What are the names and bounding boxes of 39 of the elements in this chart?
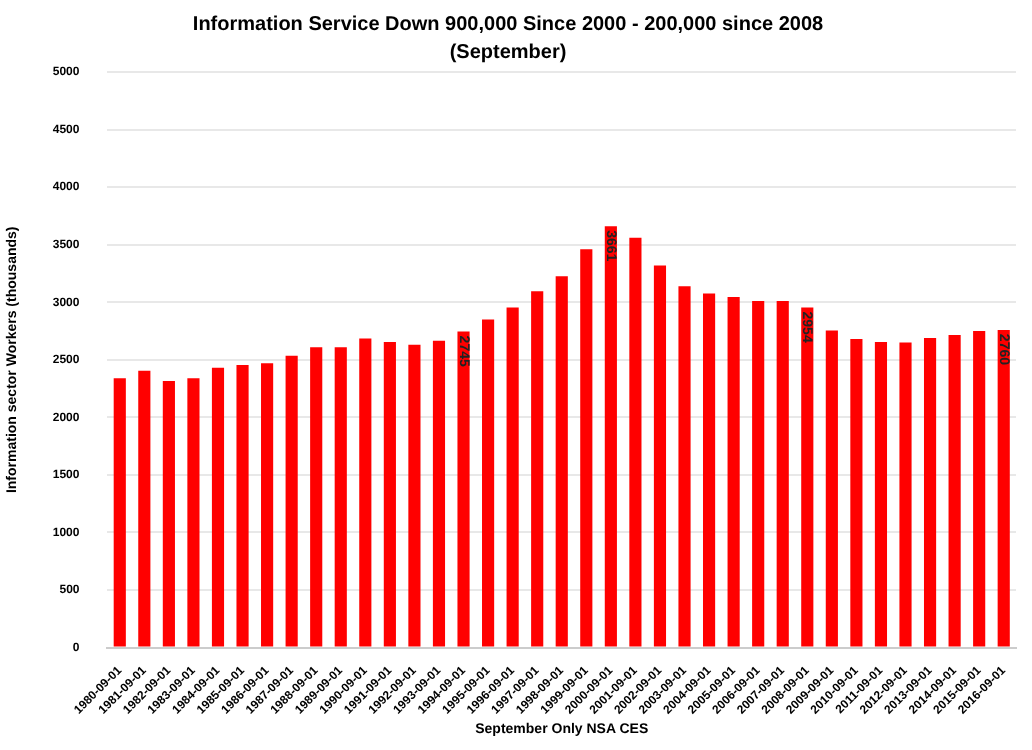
- chart-title: Information Service Down 900,000 Since 2000 - 200,000 since 2008: [192, 13, 825, 36]
- bar: [678, 286, 691, 647]
- bar: [825, 330, 838, 647]
- bar: [408, 344, 421, 647]
- bar: [629, 237, 642, 647]
- bar: [457, 331, 470, 647]
- bar: [703, 293, 716, 647]
- bar: [874, 341, 888, 647]
- bar: [236, 364, 249, 647]
- bar: [752, 301, 765, 647]
- bar: [506, 307, 519, 647]
- bar: [653, 265, 667, 647]
- bar: [948, 335, 961, 647]
- bar: [899, 342, 912, 647]
- chart-subtitle: (September): [449, 41, 567, 64]
- bar: [138, 370, 151, 647]
- bar: [555, 276, 568, 647]
- bar: [285, 355, 298, 647]
- bar: [923, 337, 937, 647]
- bar: [604, 226, 617, 647]
- bar: [776, 301, 789, 647]
- bar: [383, 341, 396, 647]
- bar: [261, 363, 274, 647]
- bar: [310, 347, 323, 647]
- bar: [359, 338, 372, 647]
- bar: [162, 381, 175, 647]
- bar: [113, 378, 126, 647]
- bar: [973, 331, 986, 647]
- bar: [850, 339, 863, 647]
- bar: [432, 340, 446, 647]
- bar: [211, 367, 225, 647]
- bar: [187, 378, 200, 647]
- bar: [531, 291, 544, 647]
- bar: [997, 329, 1010, 647]
- bar: [580, 249, 593, 647]
- bar: [801, 307, 814, 647]
- bar: [727, 297, 740, 647]
- bar: [334, 347, 347, 647]
- bar: [482, 319, 495, 647]
